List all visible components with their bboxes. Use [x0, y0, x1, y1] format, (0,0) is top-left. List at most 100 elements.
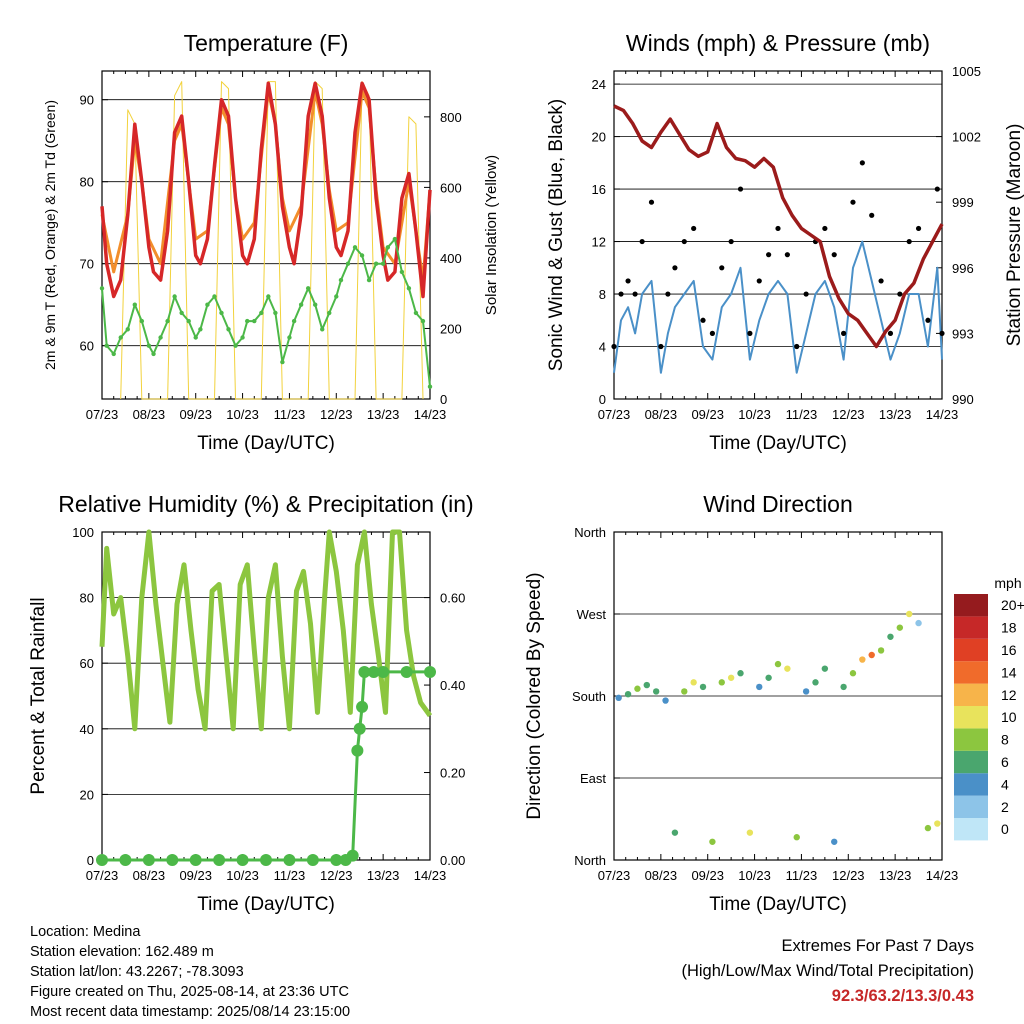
dewpoint-point: [427, 384, 433, 389]
dewpoint-point: [338, 277, 344, 283]
gust-point: [691, 225, 697, 232]
dewpoint-point: [273, 310, 278, 316]
gust-point: [665, 291, 671, 297]
gust-point: [672, 265, 678, 271]
y2-tick-label: 1005: [952, 64, 981, 79]
direction-point: [746, 829, 754, 836]
x-tick-label: 07/23: [598, 868, 631, 883]
y-tick-label: 60: [80, 656, 94, 671]
y-tick-label: West: [577, 607, 607, 622]
dewpoint-point: [287, 335, 292, 340]
x-tick-label: 14/23: [414, 868, 447, 883]
dewpoint-point: [305, 286, 311, 291]
dewpoint-point: [399, 269, 405, 275]
colorbar-swatch: [954, 773, 988, 796]
station-location: Location: Medina: [30, 924, 141, 940]
precip-point: [166, 854, 179, 866]
y2-tick-label: 999: [952, 195, 974, 210]
dewpoint-point: [179, 310, 184, 316]
y2-tick-label: 1002: [952, 130, 981, 145]
extremes-title: Extremes For Past 7 Days: [781, 937, 974, 955]
direction-point: [840, 683, 847, 691]
gust-point: [803, 291, 809, 297]
y-tick-label: 20: [592, 130, 606, 145]
y2-tick-label: 0.20: [440, 766, 465, 781]
y2-tick-label: 993: [952, 326, 974, 341]
colorbar-label: 8: [1001, 732, 1009, 748]
y2-tick-label: 996: [952, 261, 974, 276]
dewpoint-line: [101, 238, 431, 387]
colorbar-label: 16: [1001, 642, 1017, 658]
dewpoint-point: [165, 318, 170, 324]
colorbar-label: 12: [1001, 687, 1017, 703]
dewpoint-point: [252, 318, 257, 324]
y-axis-label: Sonic Wind & Gust (Blue, Black): [546, 99, 567, 371]
direction-point: [774, 660, 782, 668]
x-tick-label: 08/23: [133, 868, 166, 883]
station-elevation: Station elevation: 162.489 m: [30, 944, 214, 960]
dewpoint-point: [205, 302, 210, 307]
direction-point: [784, 665, 791, 672]
x-tick-label: 13/23: [879, 868, 912, 883]
direction-point: [831, 838, 838, 845]
dewpoint-point: [327, 310, 332, 316]
dewpoint-point: [219, 310, 224, 316]
y-axis-label: 2m & 9m T (Red, Orange) & 2m Td (Green): [42, 100, 58, 370]
x-tick-label: 09/23: [179, 868, 212, 883]
dewpoint-point: [392, 236, 398, 242]
direction-point: [727, 674, 735, 681]
gust-point: [719, 265, 725, 271]
dewpoint-point: [298, 302, 304, 307]
x-tick-label: 12/23: [320, 868, 353, 883]
gust-point: [775, 225, 781, 232]
y2-tick-label: 0.40: [440, 678, 465, 693]
sonic-wind-line: [613, 240, 943, 374]
precip-point: [189, 854, 202, 866]
colorbar-label: 6: [1001, 754, 1009, 770]
colorbar-swatch: [954, 706, 988, 729]
direction-point: [737, 670, 744, 677]
precip-point: [142, 854, 155, 866]
y-tick-label: 80: [80, 175, 94, 190]
dewpoint-point: [320, 327, 325, 332]
direction-point: [849, 670, 857, 677]
direction-point: [906, 610, 913, 618]
direction-point: [934, 820, 941, 827]
precip-line: [102, 670, 430, 862]
x-tick-label: 08/23: [645, 407, 678, 422]
direction-point: [765, 674, 772, 681]
direction-point: [859, 656, 866, 663]
dewpoint-point: [380, 261, 386, 266]
dewpoint-point: [186, 318, 191, 324]
panel-4-grid: [614, 531, 942, 861]
dewpoint-point: [313, 302, 318, 307]
humidity-line: [99, 529, 433, 732]
gust-point: [747, 330, 753, 336]
precip-point: [306, 854, 319, 866]
dewpoint-point: [334, 294, 339, 299]
colorbar-swatch: [954, 683, 988, 706]
dewpoint-point: [280, 359, 285, 365]
direction-point: [709, 838, 716, 845]
y-tick-label: 90: [80, 93, 94, 108]
precip-point: [356, 700, 369, 713]
y2-axis-label: Station Pressure (Maroon): [1004, 124, 1024, 347]
x-tick-label: 09/23: [179, 407, 212, 422]
direction-point: [877, 647, 885, 654]
dewpoint-point: [291, 318, 297, 324]
gust-point: [794, 343, 800, 350]
dewpoint-point: [172, 294, 177, 299]
y2-tick-label: 400: [440, 251, 462, 266]
direction-point: [624, 690, 632, 698]
gust-point: [681, 238, 687, 245]
direction-point: [756, 683, 763, 691]
gust-point: [887, 330, 894, 336]
panel-title: Relative Humidity (%) & Precipitation (i…: [58, 491, 473, 517]
precip-point: [351, 744, 364, 757]
colorbar-label: 4: [1001, 776, 1009, 792]
precip-point: [358, 665, 371, 678]
dewpoint-point: [240, 335, 245, 340]
colorbar-label: 20+: [1001, 597, 1024, 613]
dewpoint-point: [132, 302, 137, 307]
gust-point: [915, 225, 922, 232]
